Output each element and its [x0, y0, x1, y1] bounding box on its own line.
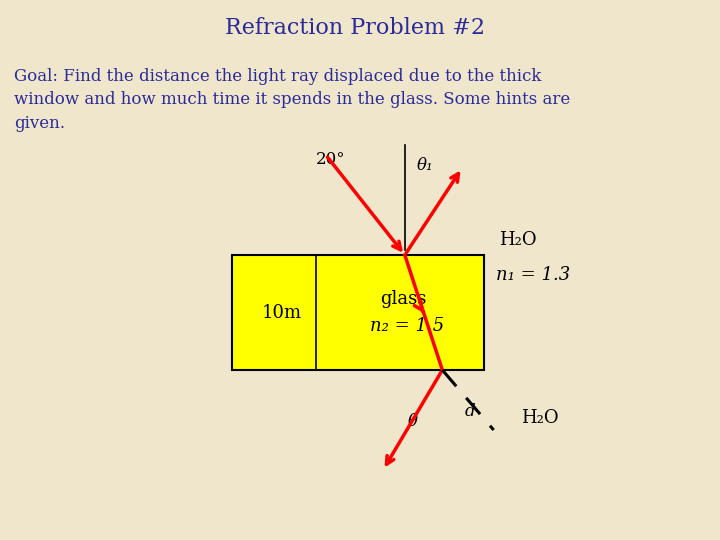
Text: 20°: 20° — [316, 152, 346, 168]
Text: θ: θ — [408, 414, 418, 430]
Text: 10m: 10m — [261, 303, 302, 321]
Text: Goal: Find the distance the light ray displaced due to the thick
window and how : Goal: Find the distance the light ray di… — [14, 68, 570, 132]
Text: glass: glass — [380, 289, 426, 308]
Text: n₂ = 1.5: n₂ = 1.5 — [370, 318, 444, 335]
Text: d: d — [464, 403, 475, 421]
Bar — [232, 255, 484, 370]
Text: H₂O: H₂O — [499, 231, 536, 249]
Text: H₂O: H₂O — [521, 409, 559, 427]
Text: n₁ = 1.3: n₁ = 1.3 — [495, 266, 570, 284]
Text: θ₁: θ₁ — [417, 157, 433, 173]
Text: Refraction Problem #2: Refraction Problem #2 — [225, 17, 485, 39]
